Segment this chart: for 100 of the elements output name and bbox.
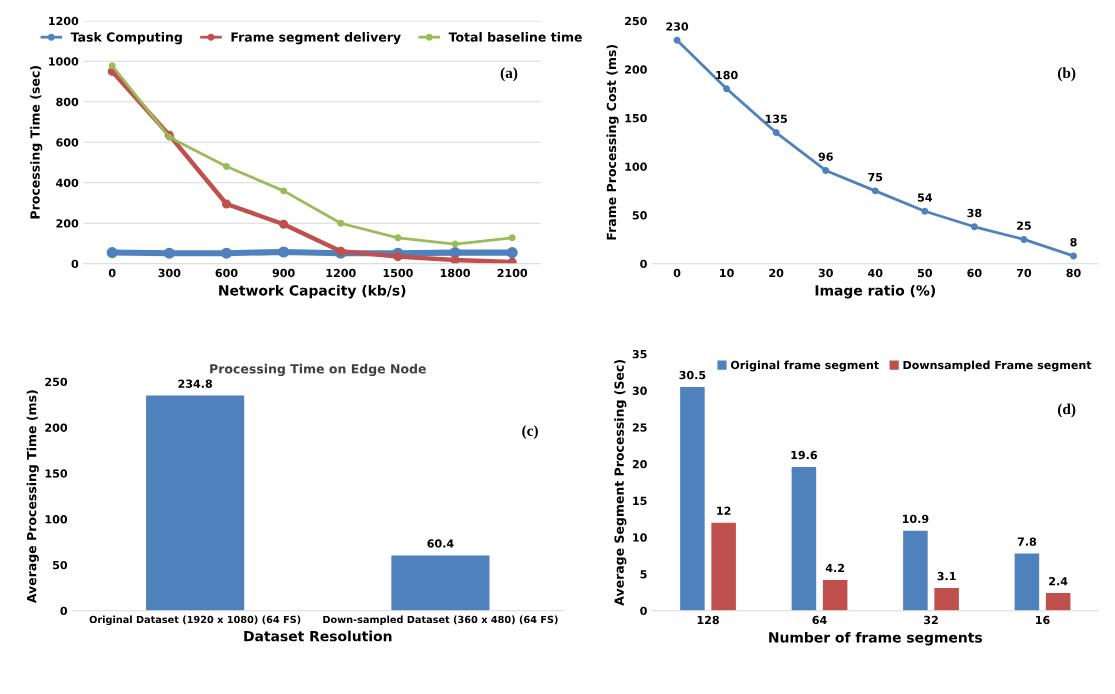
bar <box>711 522 736 611</box>
y-tick-label: 1000 <box>49 57 79 66</box>
x-axis-title: Image ratio (%) <box>815 284 935 299</box>
data-label: 54 <box>917 193 933 202</box>
x-tick-label: 70 <box>1016 268 1032 278</box>
x-tick-label: 80 <box>1066 268 1081 278</box>
y-tick-label: 0 <box>60 606 68 616</box>
data-label: 4.2 <box>825 563 845 573</box>
data-label: 60.4 <box>427 539 454 548</box>
annotation: (b) <box>1057 67 1076 82</box>
x-axis-title: Number of frame segments <box>769 631 982 646</box>
x-tick-label: 1800 <box>440 268 470 278</box>
data-label: 180 <box>716 70 738 80</box>
y-tick-label: 35 <box>632 349 647 359</box>
x-tick-label: 30 <box>818 268 833 278</box>
x-tick-label: 20 <box>769 268 784 278</box>
x-tick-label: Original Dataset (1920 x 1080) (64 FS) <box>89 615 301 626</box>
point <box>723 85 731 93</box>
y-tick-label: 0 <box>640 259 647 269</box>
x-tick-label: 10 <box>720 268 734 278</box>
data-label: 8 <box>1070 237 1077 247</box>
point <box>393 252 403 262</box>
x-tick-label: 60 <box>967 268 982 278</box>
point <box>921 207 929 215</box>
y-tick-label: 5 <box>640 570 647 579</box>
bar <box>680 386 705 611</box>
point <box>970 223 978 231</box>
x-tick-label: 40 <box>868 268 883 278</box>
y-tick-label: 150 <box>625 113 647 123</box>
point <box>507 257 517 264</box>
annotation: (a) <box>500 67 518 82</box>
y-tick-label: 400 <box>56 178 79 188</box>
x-tick-label: 32 <box>924 615 938 625</box>
point <box>1020 235 1028 243</box>
point <box>451 240 459 248</box>
y-tick-label: 30 <box>632 386 647 395</box>
data-label: 19.6 <box>791 450 818 460</box>
point <box>508 234 516 242</box>
point <box>163 247 175 259</box>
bar <box>934 587 959 611</box>
x-tick-label: 1500 <box>383 268 413 278</box>
x-tick-label: 128 <box>697 615 719 625</box>
data-label: 10.9 <box>902 514 929 524</box>
point <box>822 166 830 174</box>
data-label: 25 <box>1017 221 1031 230</box>
x-tick-label: 16 <box>1036 615 1050 625</box>
data-label: 30.5 <box>679 370 706 380</box>
point <box>221 199 231 209</box>
bar <box>1045 593 1071 611</box>
point <box>506 247 518 259</box>
point <box>278 246 290 258</box>
chart-title: Processing Time on Edge Node <box>210 363 426 377</box>
y-tick-label: 100 <box>625 162 647 171</box>
data-label: 234.8 <box>178 379 213 388</box>
point <box>106 247 118 259</box>
data-label: 75 <box>868 173 883 182</box>
data-label: 3.1 <box>937 571 956 581</box>
x-tick-label: 50 <box>917 268 933 278</box>
point <box>337 219 345 227</box>
y-tick-label: 250 <box>45 377 68 387</box>
y-tick-label: 250 <box>625 16 647 26</box>
x-tick-label: 1200 <box>326 268 356 278</box>
y-tick-label: 100 <box>45 515 68 524</box>
y-tick-label: 200 <box>625 65 647 74</box>
y-tick-label: 1200 <box>49 16 79 26</box>
y-tick-label: 25 <box>632 423 647 432</box>
x-tick-label: Down-sampled Dataset (360 x 480) (64 FS) <box>323 615 558 625</box>
x-tick-label: 600 <box>215 268 238 278</box>
point <box>223 163 230 171</box>
x-tick-label: 64 <box>812 615 827 625</box>
y-tick-label: 600 <box>56 138 79 147</box>
point <box>450 255 460 264</box>
point <box>673 36 681 44</box>
y-tick-label: 10 <box>633 533 647 542</box>
x-tick-label: 2100 <box>497 268 528 278</box>
bar <box>903 530 928 611</box>
y-tick-label: 15 <box>633 496 647 506</box>
y-axis-title: Average Processing Time (ms) <box>26 390 39 604</box>
point <box>280 187 288 195</box>
point <box>394 234 402 242</box>
data-label: 230 <box>666 22 689 31</box>
y-tick-label: 800 <box>56 97 79 107</box>
data-label: 96 <box>818 152 833 161</box>
data-label: 2.4 <box>1049 577 1068 586</box>
x-axis-title: Network Capacity (kb/s) <box>219 284 406 299</box>
legend-label: Total baseline time <box>448 32 582 42</box>
x-tick-label: 0 <box>108 268 116 278</box>
legend-label: Frame segment delivery <box>231 32 401 45</box>
y-tick-label: 150 <box>45 469 68 478</box>
y-axis-title: Frame Processing Cost (ms) <box>606 44 619 240</box>
y-axis-title: Average Segment Processing (Sec) <box>614 359 627 606</box>
x-tick-label: 0 <box>673 268 681 278</box>
point <box>772 129 780 137</box>
y-tick-label: 200 <box>56 219 79 228</box>
y-tick-label: 50 <box>632 211 647 220</box>
data-label: 7.8 <box>1017 537 1037 546</box>
bar <box>822 579 848 611</box>
y-tick-label: 0 <box>640 606 647 616</box>
y-tick-label: 20 <box>632 459 647 469</box>
y-tick-label: 0 <box>71 259 79 269</box>
